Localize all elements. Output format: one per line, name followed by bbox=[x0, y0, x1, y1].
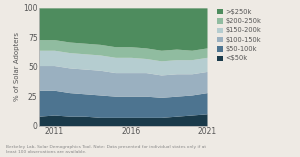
Legend: >$250k, $200-250k, $150-200k, $100-150k, $50-100k, <$50k: >$250k, $200-250k, $150-200k, $100-150k,… bbox=[217, 9, 262, 62]
Y-axis label: % of Solar Adopters: % of Solar Adopters bbox=[14, 32, 20, 101]
Text: Berkeley Lab, Solar Demographics Tool. Note: Data presented for individual state: Berkeley Lab, Solar Demographics Tool. N… bbox=[6, 145, 206, 154]
